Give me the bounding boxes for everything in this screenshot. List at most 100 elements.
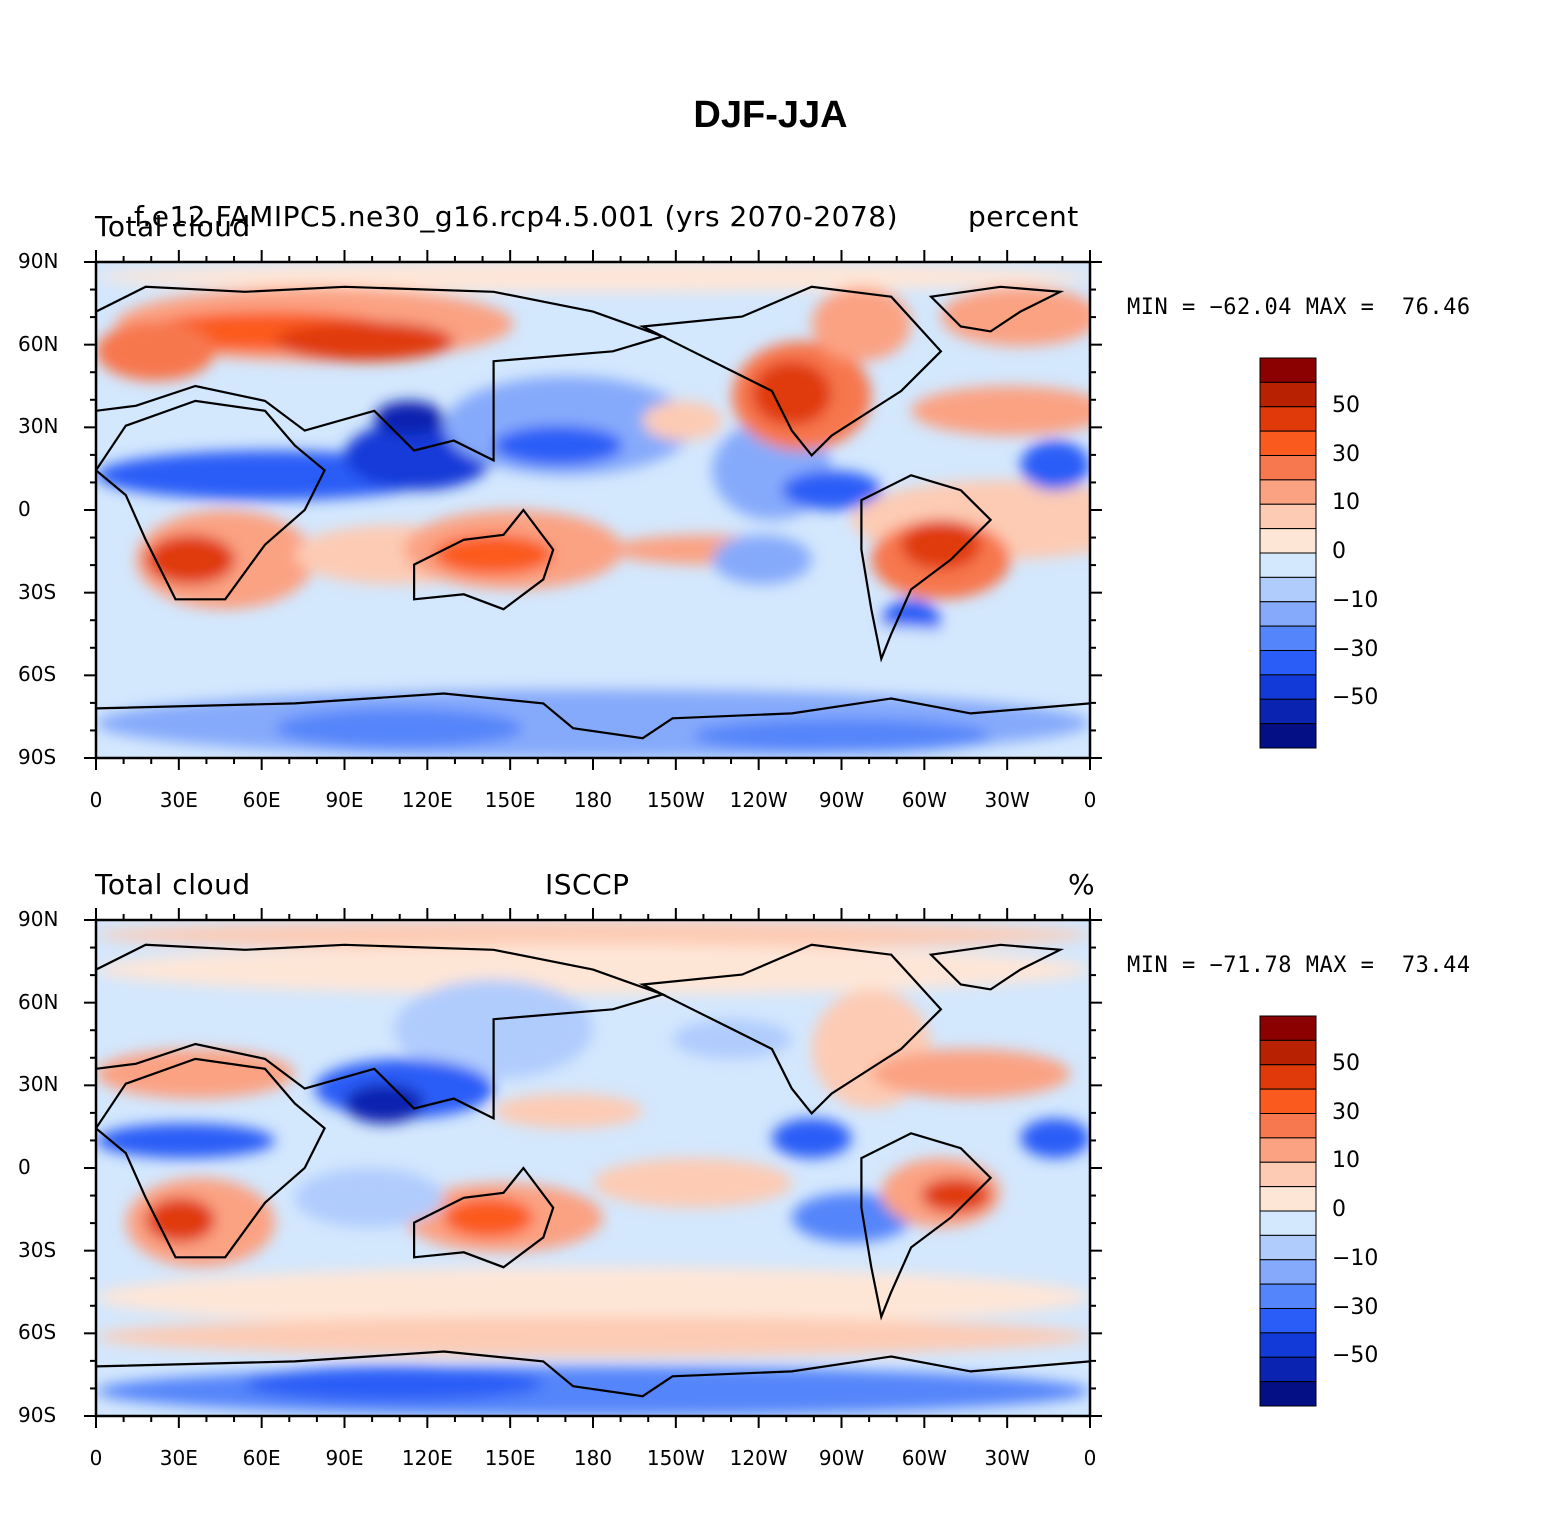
lon-tick-label: 60E	[242, 788, 281, 812]
axis-ticks	[84, 908, 1102, 1428]
colorbar-swatch	[1259, 1113, 1317, 1139]
lon-tick-label: 0	[1083, 788, 1097, 812]
colorbar-label: −50	[1332, 1343, 1379, 1369]
lon-tick-label: 90W	[818, 1446, 865, 1470]
lon-tick-label: 30E	[159, 1446, 198, 1470]
colorbar-label: 0	[1332, 539, 1346, 564]
lon-tick-label: 60E	[242, 1446, 281, 1470]
panel-left-label: Total cloud	[95, 210, 251, 243]
lon-tick-label: 0	[89, 1446, 103, 1470]
colorbar-swatch	[1259, 1137, 1317, 1163]
coastline	[928, 943, 1065, 991]
lat-tick-label: 90S	[18, 1403, 57, 1427]
coastline	[96, 399, 326, 601]
colorbar-swatch	[1259, 1356, 1317, 1383]
lon-tick-label: 120W	[729, 1446, 788, 1470]
lon-tick-label: 150E	[484, 788, 536, 812]
colorbar-label: −50	[1332, 685, 1379, 711]
coastline	[638, 285, 943, 458]
colorbar-swatch	[1259, 381, 1317, 408]
panel-right-label: %	[1068, 868, 1096, 901]
colorbar-swatch	[1259, 1039, 1317, 1066]
cloud-field	[96, 920, 1090, 1416]
colorbar-label: 0	[1332, 1197, 1346, 1222]
colorbar-swatch	[1259, 601, 1317, 627]
colorbar-label: −10	[1332, 1245, 1379, 1271]
colorbar-swatch	[1259, 552, 1317, 578]
lat-tick-label: 30N	[18, 414, 59, 439]
lat-tick-label: 30S	[18, 579, 57, 604]
max-value: MAX = 76.46	[1305, 295, 1471, 320]
lon-tick-label: 180	[573, 788, 613, 812]
min-value: MIN = −71.78	[1127, 953, 1292, 978]
map-panel-2	[84, 908, 1317, 1428]
panel-left-label: Total cloud	[95, 868, 251, 901]
lat-tick-label: 0	[18, 1155, 31, 1179]
lon-tick-label: 30W	[984, 1446, 1030, 1470]
min-value: MIN = −62.04	[1127, 295, 1292, 320]
colorbar-label: 30	[1332, 441, 1360, 467]
figure-title: DJF-JJA	[693, 94, 848, 136]
lon-tick-label: 0	[1083, 1446, 1097, 1470]
lat-tick-label: 60S	[18, 1320, 57, 1345]
colorbar-swatch	[1259, 1186, 1317, 1212]
panel-model: Total cloud f.e12.FAMIPC5.ne30_g16.rcp4.…	[0, 0, 1541, 660]
colorbar-swatch	[1259, 1210, 1317, 1236]
lon-tick-label: 0	[89, 788, 103, 812]
colorbar-swatch	[1259, 479, 1317, 505]
min-max-readout: MIN = −62.04 MAX = 76.46	[1127, 295, 1471, 320]
colorbar	[1259, 1015, 1317, 1407]
panel-right-label: percent	[968, 200, 1079, 233]
coastlines	[96, 943, 1090, 1398]
colorbar-swatch	[1259, 1161, 1317, 1188]
lon-tick-label: 150W	[646, 788, 705, 812]
colorbar-swatch	[1259, 503, 1317, 530]
colorbar-swatch	[1259, 1064, 1317, 1090]
colorbar-swatch	[1259, 430, 1317, 456]
lon-tick-label: 60W	[901, 788, 947, 812]
colorbar-swatch	[1259, 1259, 1317, 1285]
lon-tick-label: 180	[573, 1446, 613, 1470]
panel-isccp: Total cloud ISCCP % MIN = −71.78 MAX = 7…	[0, 0, 1541, 978]
coastline	[638, 943, 943, 1116]
coastlines	[96, 285, 1090, 740]
cloud-field	[96, 262, 1090, 758]
lon-tick-label: 120W	[729, 788, 788, 812]
colorbar-swatch	[1259, 650, 1317, 676]
colorbar-swatch	[1259, 576, 1317, 603]
coastline	[413, 1166, 555, 1269]
coastline	[96, 1350, 1090, 1398]
colorbar-label: −10	[1332, 587, 1379, 613]
colorbar-swatch	[1259, 698, 1317, 725]
colorbar-label: 10	[1332, 490, 1360, 516]
colorbar-swatch	[1259, 674, 1317, 700]
colorbar-swatch	[1259, 1015, 1317, 1041]
lon-tick-label: 150E	[484, 1446, 536, 1470]
lat-tick-label: 60S	[18, 662, 57, 687]
colorbar-swatch	[1259, 1332, 1317, 1358]
lon-tick-label: 60W	[901, 1446, 947, 1470]
coastline	[96, 943, 667, 1121]
panel-center-label: ISCCP	[545, 868, 630, 901]
min-max-readout: MIN = −71.78 MAX = 73.44	[1127, 953, 1471, 978]
coastline	[928, 285, 1065, 333]
lon-tick-label: 30E	[159, 788, 198, 812]
colorbar-swatch	[1259, 1283, 1317, 1309]
coastline	[96, 1057, 326, 1259]
axis-ticks	[84, 250, 1102, 770]
colorbar-label: 50	[1332, 1050, 1360, 1076]
coastline	[860, 1132, 993, 1321]
map-panel-1	[84, 250, 1317, 770]
colorbar-swatch	[1259, 455, 1317, 481]
coastline	[860, 474, 993, 663]
lat-tick-label: 0	[18, 497, 31, 521]
lat-tick-label: 90N	[18, 249, 59, 273]
coastline	[413, 508, 555, 611]
lat-tick-label: 30S	[18, 1237, 57, 1262]
colorbar-label: −30	[1332, 636, 1379, 662]
colorbar-swatch	[1259, 625, 1317, 651]
lon-tick-label: 90E	[325, 788, 364, 812]
colorbar-swatch	[1259, 723, 1317, 749]
lat-tick-label: 90N	[18, 907, 59, 931]
